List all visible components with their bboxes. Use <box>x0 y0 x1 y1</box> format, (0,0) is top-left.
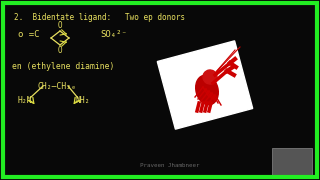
Text: H₂N: H₂N <box>18 96 33 105</box>
Text: CH₂—CH₂ₑ: CH₂—CH₂ₑ <box>38 82 77 91</box>
Bar <box>272 148 312 176</box>
Ellipse shape <box>196 75 218 105</box>
Ellipse shape <box>203 70 217 84</box>
Text: o =C: o =C <box>18 30 39 39</box>
Text: 2.  Bidentate ligand:   Two ep donors: 2. Bidentate ligand: Two ep donors <box>14 13 185 22</box>
Text: Praveen Jhambneer: Praveen Jhambneer <box>140 163 200 168</box>
Text: en (ethylene diamine): en (ethylene diamine) <box>12 62 114 71</box>
Polygon shape <box>157 41 253 129</box>
Text: O: O <box>58 46 62 55</box>
Text: O: O <box>58 21 62 30</box>
Text: SO₄²⁻: SO₄²⁻ <box>100 30 127 39</box>
Text: NH₂: NH₂ <box>76 96 91 105</box>
